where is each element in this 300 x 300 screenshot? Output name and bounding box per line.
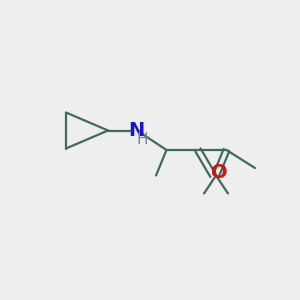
Text: O: O	[211, 163, 228, 182]
Text: N: N	[128, 121, 145, 140]
Text: H: H	[136, 132, 148, 147]
